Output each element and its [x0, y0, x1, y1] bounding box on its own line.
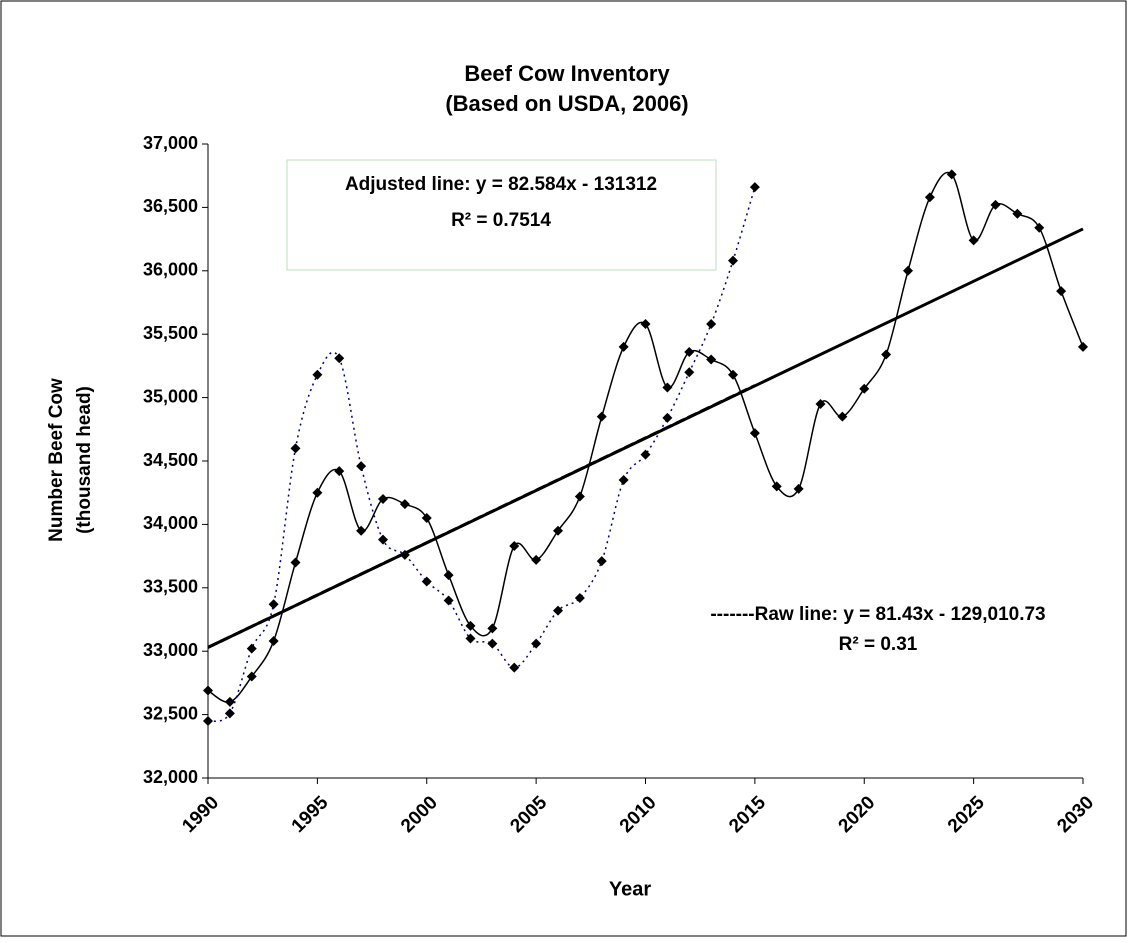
data-point [487, 638, 498, 649]
data-point [771, 481, 782, 492]
data-point [618, 341, 629, 352]
y-tick-label: 33,000 [143, 640, 198, 660]
data-point [946, 169, 957, 180]
data-point [509, 540, 520, 551]
data-point [203, 685, 213, 696]
data-point [290, 557, 301, 568]
data-point [837, 411, 848, 422]
data-point [706, 354, 717, 365]
data-point [246, 643, 257, 654]
data-point [990, 199, 1001, 210]
data-point [728, 369, 738, 380]
data-point [246, 671, 257, 682]
data-point [881, 349, 892, 360]
data-point [356, 525, 367, 536]
x-axis-label: Year [609, 878, 651, 900]
annotation: Adjusted line: y = 82.584x - 131312 [345, 174, 657, 195]
y-tick-label: 34,500 [143, 450, 198, 470]
y-tick-label: 34,000 [143, 513, 198, 533]
data-point [378, 494, 388, 505]
data-point [531, 554, 542, 565]
data-point [378, 534, 388, 545]
y-tick-label: 32,500 [143, 703, 198, 723]
annotation-box [286, 159, 717, 271]
y-tick-label: 35,000 [143, 386, 198, 406]
data-point [684, 367, 695, 378]
annotation: R² = 0.31 [839, 634, 918, 655]
data-point [312, 369, 323, 380]
annotation: -------Raw line: y = 81.43x - 129,010.73 [710, 604, 1045, 625]
y-axis-label: (thousand head) [74, 386, 95, 534]
y-tick-label: 35,500 [143, 323, 198, 343]
data-point [421, 513, 432, 524]
data-point [662, 382, 673, 393]
y-axis-label: Number Beef Cow [46, 378, 67, 542]
data-point [334, 466, 345, 477]
annotation: R² = 0.7514 [451, 210, 551, 231]
data-point [618, 475, 629, 486]
data-point [553, 605, 563, 616]
data-point [509, 662, 520, 673]
data-point [268, 636, 279, 647]
data-point [574, 592, 585, 603]
data-point [443, 570, 454, 581]
data-point [684, 346, 695, 357]
data-point [596, 556, 607, 567]
data-point [749, 182, 760, 193]
chart-title: Beef Cow Inventory [464, 61, 670, 86]
data-point [1078, 341, 1088, 352]
data-point [793, 483, 804, 494]
data-point [553, 525, 563, 536]
data-point [903, 265, 913, 276]
data-point [290, 443, 301, 454]
data-point [465, 633, 476, 644]
data-point [224, 696, 235, 707]
data-point [728, 255, 738, 266]
data-point [268, 599, 279, 610]
data-point [968, 235, 979, 246]
y-tick-label: 37,000 [143, 133, 198, 153]
y-tick-label: 36,500 [143, 196, 198, 216]
data-point [749, 428, 760, 439]
data-point [224, 708, 235, 719]
data-point [531, 638, 542, 649]
y-tick-label: 32,000 [143, 767, 198, 787]
data-point [421, 576, 432, 587]
series-line [207, 384, 756, 649]
data-point [924, 192, 935, 203]
data-point [334, 353, 345, 364]
y-tick-label: 36,000 [143, 260, 198, 280]
data-point [312, 487, 323, 498]
data-point [574, 491, 585, 502]
chart-subtitle: (Based on USDA, 2006) [445, 91, 688, 116]
data-point [640, 449, 651, 460]
data-point [203, 715, 213, 726]
data-point [859, 383, 870, 394]
data-point [356, 461, 367, 472]
data-point [662, 412, 673, 423]
data-point [487, 623, 498, 634]
data-point [596, 411, 607, 422]
data-point [443, 595, 454, 606]
data-point [1012, 208, 1023, 219]
data-point [640, 319, 651, 330]
data-point [465, 620, 476, 631]
data-point [1056, 286, 1067, 297]
data-point [1034, 222, 1045, 233]
data-point [706, 319, 717, 330]
data-point [399, 499, 410, 510]
data-point [815, 398, 826, 409]
y-tick-label: 33,500 [143, 577, 198, 597]
